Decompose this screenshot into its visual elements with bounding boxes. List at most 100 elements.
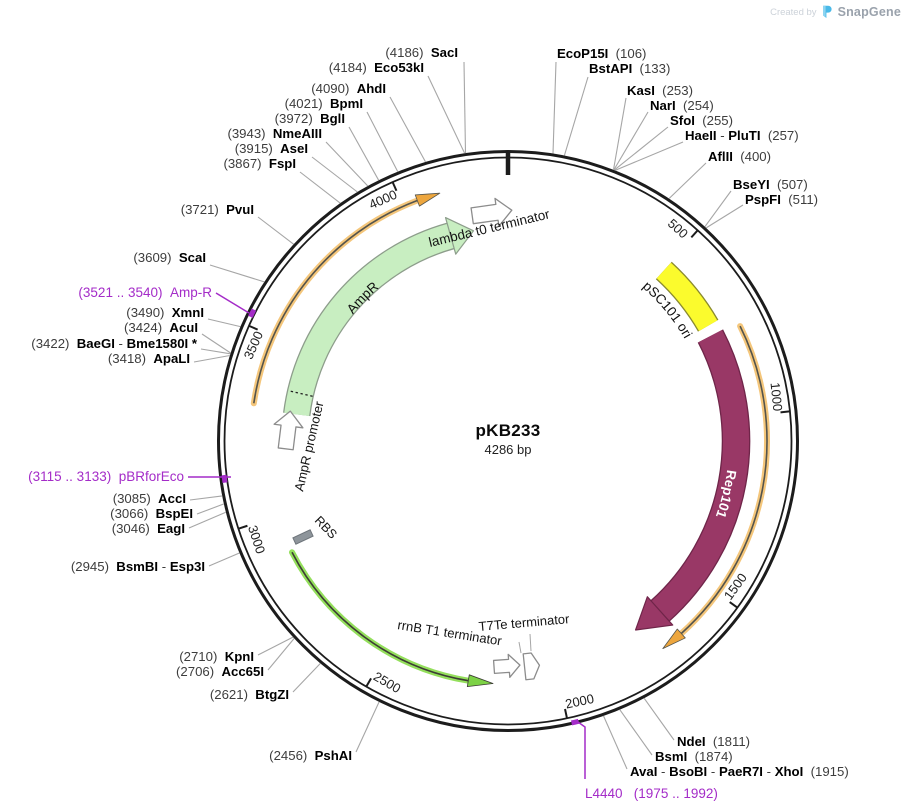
site-leader-BglI bbox=[348, 126, 380, 181]
site-leader-XmnI bbox=[207, 318, 241, 328]
orf-arrowhead-orf-ampr bbox=[414, 192, 441, 207]
site-leader-BspEI bbox=[196, 503, 225, 515]
site-leader-KpnI bbox=[257, 636, 294, 656]
ring-tick-1500 bbox=[729, 601, 738, 609]
site-label-FspI[interactable]: (3867) FspI bbox=[223, 156, 296, 171]
site-label-AvaI[interactable]: AvaI - BsoBI - PaeR7I - XhoI (1915) bbox=[630, 764, 849, 779]
site-leader-SfoI bbox=[613, 126, 669, 171]
primer-tick-pBRforEco[interactable] bbox=[221, 474, 228, 483]
site-label-NmeAIII[interactable]: (3943) NmeAIII bbox=[227, 126, 322, 141]
site-label-BsmI[interactable]: BsmI (1874) bbox=[655, 749, 733, 764]
site-label-AseI[interactable]: (3915) AseI bbox=[235, 141, 308, 156]
site-leader-PshAI bbox=[355, 701, 380, 753]
site-label-PspFI[interactable]: PspFI (511) bbox=[745, 192, 818, 207]
site-label-PshAI[interactable]: (2456) PshAI bbox=[269, 748, 352, 763]
ring-tick-4000 bbox=[391, 182, 398, 192]
site-label-EagI[interactable]: (3046) EagI bbox=[112, 521, 185, 536]
site-label-BtgZI[interactable]: (2621) BtgZI bbox=[210, 687, 289, 702]
site-label-KpnI[interactable]: (2710) KpnI bbox=[179, 649, 254, 664]
snapgene-logo-icon bbox=[822, 5, 832, 18]
site-leader-ScaI bbox=[209, 264, 265, 283]
site-leader-AccI bbox=[189, 495, 223, 501]
rbs-label[interactable]: RBS bbox=[312, 513, 340, 541]
primer-label-Amp-R[interactable]: (3521 .. 3540) Amp-R bbox=[78, 285, 212, 300]
site-label-Eco53kI[interactable]: (4184) Eco53kI bbox=[329, 60, 424, 75]
plasmid-name: pKB233 bbox=[475, 421, 541, 440]
site-label-NarI[interactable]: NarI (254) bbox=[650, 98, 714, 113]
site-label-AcuI[interactable]: (3424) AcuI bbox=[124, 320, 198, 335]
site-label-ScaI[interactable]: (3609) ScaI bbox=[133, 250, 206, 265]
site-label-PvuI[interactable]: (3721) PvuI bbox=[181, 202, 254, 217]
feature-AmpR[interactable] bbox=[284, 223, 455, 417]
feature-AmpR-arrowhead[interactable] bbox=[444, 216, 475, 255]
primer-tick-L4440[interactable] bbox=[570, 718, 580, 726]
site-leader-BstAPI bbox=[563, 76, 589, 156]
site-leader-PvuI bbox=[257, 216, 294, 245]
ring-tick-label-1000: 1000 bbox=[767, 382, 785, 412]
primer-label-pBRforEco[interactable]: (3115 .. 3133) pBRforEco bbox=[28, 469, 184, 484]
site-label-NdeI[interactable]: NdeI (1811) bbox=[677, 734, 750, 749]
primer-label-L4440[interactable]: L4440 (1975 .. 1992) bbox=[585, 786, 718, 801]
site-leader-AcuI bbox=[201, 333, 231, 354]
site-label-HaeII[interactable]: HaeII - PluTI (257) bbox=[685, 128, 799, 143]
t7te-terminator-label[interactable]: T7Te terminator bbox=[478, 611, 571, 634]
site-label-EcoP15I[interactable]: EcoP15I (106) bbox=[557, 46, 646, 61]
site-leader-BaeGI bbox=[200, 348, 231, 355]
site-leader-NdeI bbox=[643, 697, 675, 741]
rrnb-t1-terminator-arrow[interactable] bbox=[492, 653, 521, 679]
watermark-brand: SnapGene bbox=[837, 5, 901, 19]
site-leader-SacI bbox=[463, 61, 467, 154]
site-label-BspEI[interactable]: (3066) BspEI bbox=[110, 506, 193, 521]
site-leader-Eco53kI bbox=[427, 75, 466, 154]
primer-tick-Amp-R[interactable] bbox=[248, 308, 257, 318]
site-label-KasI[interactable]: KasI (253) bbox=[627, 83, 693, 98]
ampr-promoter-arrow[interactable] bbox=[271, 409, 304, 451]
site-label-AflII[interactable]: AflII (400) bbox=[708, 149, 771, 164]
site-leader-Acc65I bbox=[267, 638, 295, 671]
site-label-AhdI[interactable]: (4090) AhdI bbox=[311, 81, 386, 96]
site-label-BpmI[interactable]: (4021) BpmI bbox=[285, 96, 363, 111]
orf-arc-core-orf-rep101 bbox=[680, 325, 768, 635]
site-label-SacI[interactable]: (4186) SacI bbox=[385, 45, 458, 60]
feature-Rep101-arrowhead[interactable] bbox=[634, 596, 674, 631]
ring-tick-3000 bbox=[238, 524, 248, 530]
watermark-created-by: Created by bbox=[770, 6, 817, 18]
site-leader-AhdI bbox=[389, 96, 426, 163]
site-label-BstAPI[interactable]: BstAPI (133) bbox=[589, 61, 670, 76]
site-leader-PspFI bbox=[705, 204, 744, 229]
feature-pSC101-ori[interactable] bbox=[656, 262, 718, 332]
site-label-BsmBI[interactable]: (2945) BsmBI - Esp3I bbox=[71, 559, 205, 574]
feature-Rep101[interactable] bbox=[651, 330, 749, 621]
site-leader-HaeII bbox=[614, 141, 684, 171]
ring-tick-500 bbox=[690, 230, 699, 239]
site-leader-AseI bbox=[311, 156, 358, 193]
feature-RBS[interactable] bbox=[292, 529, 314, 545]
lambda-t0-terminator-arrow[interactable] bbox=[470, 196, 514, 229]
site-label-Acc65I[interactable]: (2706) Acc65I bbox=[176, 664, 264, 679]
label-leader-0 bbox=[518, 641, 522, 654]
label-leader-1 bbox=[529, 633, 532, 652]
ring-tick-1000 bbox=[780, 410, 790, 414]
site-label-BglI[interactable]: (3972) BglI bbox=[275, 111, 345, 126]
t7te-terminator-arrow[interactable] bbox=[522, 652, 541, 681]
site-label-AccI[interactable]: (3085) AccI bbox=[113, 491, 186, 506]
site-leader-ApaLI bbox=[193, 354, 230, 363]
site-leader-BseYI bbox=[704, 190, 732, 228]
site-leader-AflII bbox=[668, 162, 707, 199]
ring-tick-label-2000: 2000 bbox=[564, 691, 595, 712]
site-label-BaeGI[interactable]: (3422) BaeGI - Bme1580I * bbox=[31, 336, 198, 351]
site-label-XmnI[interactable]: (3490) XmnI bbox=[126, 305, 204, 320]
site-label-SfoI[interactable]: SfoI (255) bbox=[670, 113, 733, 128]
site-label-BseYI[interactable]: BseYI (507) bbox=[733, 177, 808, 192]
site-leader-BpmI bbox=[366, 111, 399, 172]
orf-arrowhead-orf-rep101 bbox=[662, 628, 686, 650]
site-leader-BsmBI bbox=[208, 552, 240, 567]
site-label-ApaLI[interactable]: (3418) ApaLI bbox=[108, 351, 190, 366]
site-leader-AvaI bbox=[602, 715, 628, 770]
feature-AmpR-divider bbox=[288, 390, 313, 397]
ring-tick-3500 bbox=[249, 325, 259, 331]
ring-tick-2000 bbox=[564, 708, 568, 719]
site-leader-EagI bbox=[188, 511, 227, 529]
